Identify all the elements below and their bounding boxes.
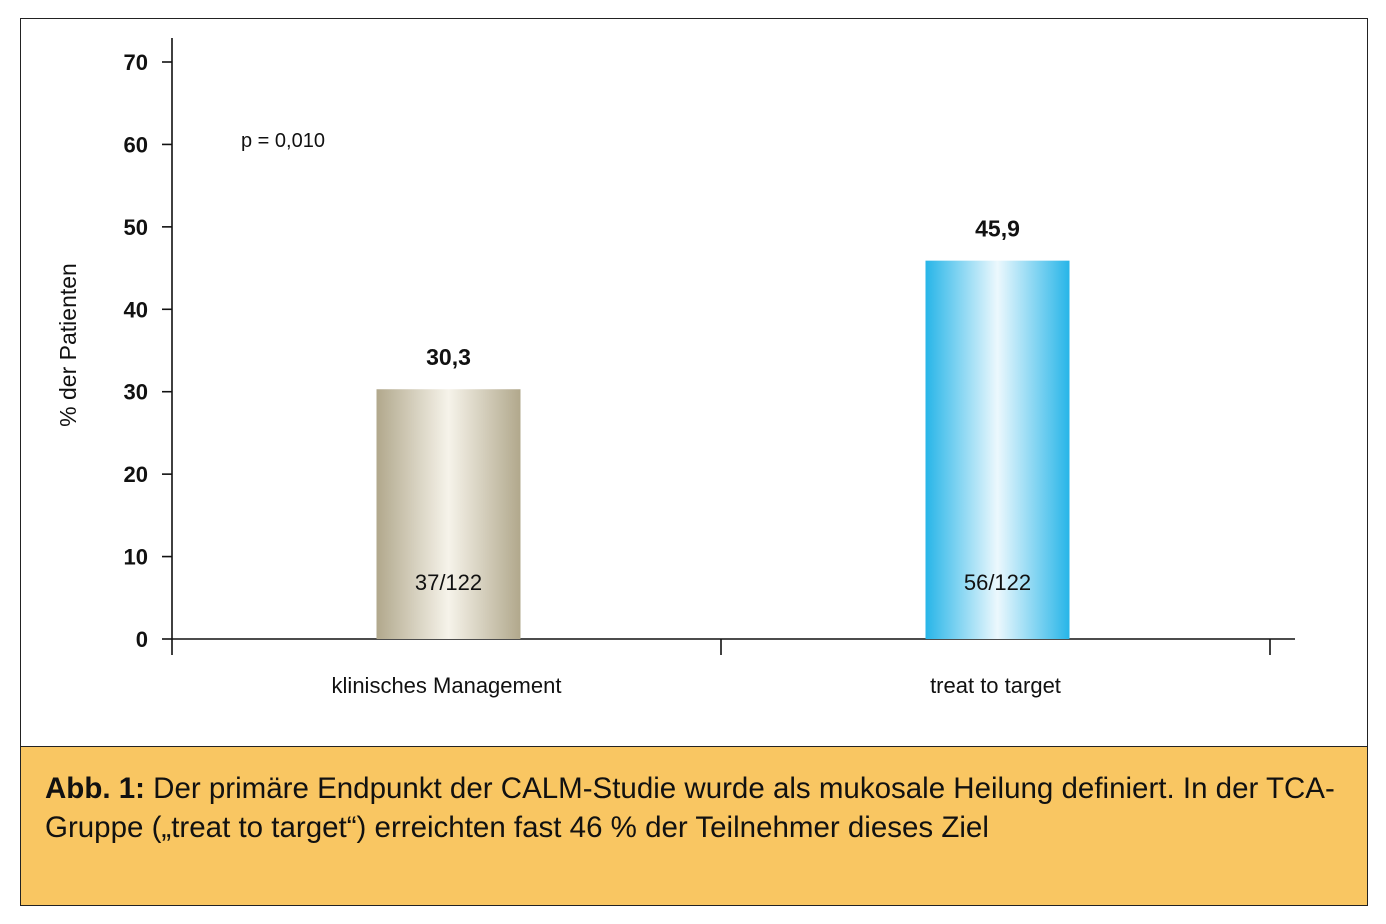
y-tick-label: 40 — [124, 297, 148, 322]
bar — [376, 389, 521, 639]
y-tick-label: 10 — [124, 545, 148, 570]
axes — [162, 38, 1295, 655]
y-tick-label: 70 — [124, 50, 148, 75]
bar-n-label: 56/122 — [964, 570, 1031, 595]
y-axis-label: % der Patienten — [55, 263, 81, 427]
bars — [376, 260, 1070, 639]
bar — [925, 260, 1070, 639]
p-value-annotation: p = 0,010 — [241, 130, 325, 152]
labels: 0 10 20 30 40 50 60 70 30,3 37/122 klinisches Mana… — [124, 50, 1061, 698]
caption-label: Abb. 1: — [45, 772, 145, 805]
bar-n-label: 37/122 — [415, 570, 482, 595]
y-tick-label: 50 — [124, 215, 148, 240]
figure-caption: Abb. 1: Der primäre Endpunkt der CALM-St… — [45, 769, 1343, 847]
y-tick-label: 60 — [124, 132, 148, 157]
y-tick-label: 30 — [124, 380, 148, 405]
bar-value-label: 30,3 — [426, 344, 471, 370]
bar-value-label: 45,9 — [975, 216, 1020, 242]
caption-box: Abb. 1: Der primäre Endpunkt der CALM-St… — [20, 746, 1368, 906]
caption-body: Der primäre Endpunkt der CALM-Studie wur… — [45, 772, 1335, 844]
x-category-label: treat to target — [930, 673, 1061, 698]
y-tick-label: 0 — [136, 627, 148, 652]
y-tick-label: 20 — [124, 462, 148, 487]
bar-chart: 0 10 20 30 40 50 60 70 30,3 37/122 klinisches Mana… — [55, 38, 1295, 698]
x-category-label: klinisches Management — [332, 673, 562, 698]
